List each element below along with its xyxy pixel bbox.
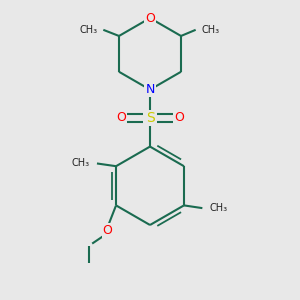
- Text: O: O: [174, 111, 184, 124]
- Text: CH₃: CH₃: [80, 25, 98, 35]
- Text: N: N: [145, 83, 155, 96]
- Text: S: S: [146, 111, 154, 124]
- Text: O: O: [145, 12, 155, 25]
- Text: CH₃: CH₃: [209, 203, 228, 213]
- Text: O: O: [116, 111, 126, 124]
- Text: CH₃: CH₃: [202, 25, 220, 35]
- Text: O: O: [103, 224, 112, 238]
- Text: CH₃: CH₃: [72, 158, 90, 168]
